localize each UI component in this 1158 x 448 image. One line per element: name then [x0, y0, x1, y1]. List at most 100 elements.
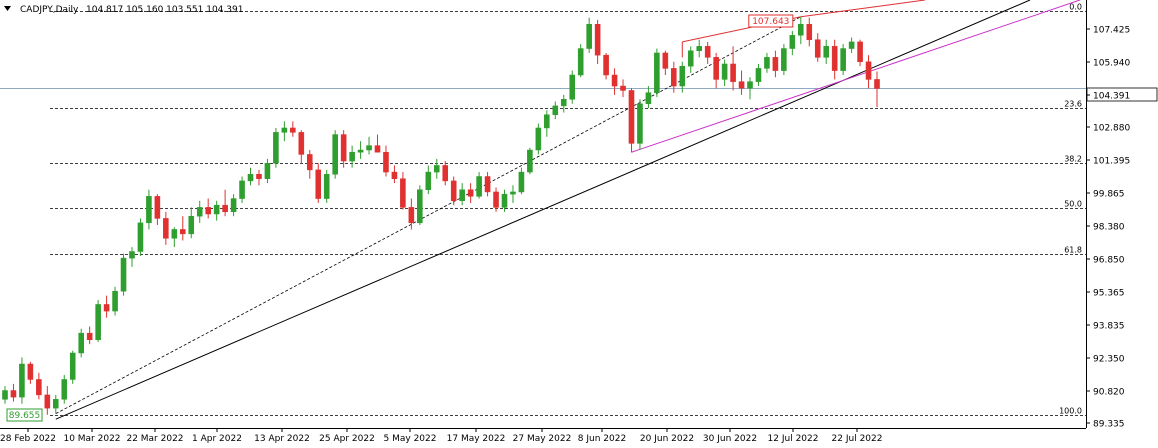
trendlines: 107.643 89.655	[6, 0, 1081, 422]
candle-body	[146, 196, 152, 224]
candle-body	[645, 92, 652, 104]
candle-body	[323, 174, 330, 199]
candle-body	[450, 180, 457, 202]
candle-body	[256, 174, 262, 179]
candle-body	[679, 65, 686, 87]
candle-body	[129, 251, 135, 259]
ohlc-values: 104.817 105.160 103.551 104.391	[86, 5, 243, 15]
candle-body	[594, 24, 601, 56]
y-tick-label: 107.425	[1093, 26, 1130, 36]
y-tick-label: 98.380	[1093, 223, 1125, 233]
candle-body	[19, 363, 25, 398]
y-tick-label: 104.391	[1093, 92, 1130, 102]
candle-body	[840, 48, 846, 71]
candle-body	[171, 229, 178, 239]
candle-body	[857, 41, 863, 63]
candle-body	[687, 50, 694, 67]
x-tick-label: 30 Jun 2022	[703, 434, 757, 444]
candle-body	[391, 171, 398, 179]
candle-body	[865, 61, 872, 80]
x-tick-label: 27 May 2022	[513, 434, 572, 444]
candle-body	[764, 57, 770, 69]
candle-body	[103, 304, 110, 312]
low-label-text: 89.655	[9, 411, 41, 421]
candle-body	[671, 68, 677, 87]
x-tick-label: 20 Jun 2022	[640, 434, 694, 444]
symbol-label: CADJPY,Daily	[20, 5, 79, 15]
candle-body	[755, 68, 762, 82]
candle-body	[239, 180, 245, 199]
candle-body	[366, 145, 372, 151]
y-tick-label: 101.395	[1093, 157, 1130, 167]
candle-body	[247, 174, 254, 182]
low-label-box	[6, 408, 43, 422]
candle-body	[814, 39, 821, 58]
candle-body	[340, 134, 347, 162]
x-tick-label: 12 Jul 2022	[768, 434, 819, 444]
candle-body	[823, 46, 829, 58]
candle-body	[281, 127, 288, 133]
candle-body	[95, 304, 101, 341]
candle-body	[484, 176, 491, 193]
candle-body	[747, 81, 753, 89]
candle-body	[696, 46, 703, 51]
y-tick-label: 102.880	[1093, 124, 1130, 134]
candle-body	[315, 169, 322, 199]
candle-body	[374, 145, 381, 153]
candle-body	[535, 127, 542, 151]
x-tick-label: 17 May 2022	[447, 434, 506, 444]
candle-body	[730, 63, 736, 82]
candle-body	[798, 24, 804, 36]
candle-body	[179, 229, 186, 235]
candle-body	[273, 132, 279, 164]
x-tick-label: 1 Apr 2022	[192, 434, 242, 444]
candle-body	[349, 151, 355, 162]
candle-body	[86, 332, 93, 341]
candle-body	[290, 127, 296, 133]
y-tick-label: 105.940	[1093, 59, 1130, 69]
candle-body	[654, 52, 660, 93]
candle-body	[61, 379, 68, 400]
candle-body	[493, 191, 499, 208]
candle-body	[196, 207, 203, 217]
candle-body	[806, 24, 813, 40]
candle-body	[205, 207, 211, 215]
candle-body	[433, 165, 440, 173]
candle-body	[53, 399, 59, 409]
y-tick-label: 96.850	[1093, 256, 1125, 266]
x-tick-label: 22 Mar 2022	[126, 434, 183, 444]
channel-lower-line	[631, 0, 1081, 153]
candle-body	[36, 379, 42, 396]
x-tick-label: 5 May 2022	[384, 434, 437, 444]
candle-body	[510, 191, 516, 195]
candle-body	[10, 390, 17, 398]
candle-body	[569, 74, 576, 100]
candle-body	[577, 48, 584, 76]
candle-body	[527, 149, 533, 173]
candle-body	[408, 207, 415, 224]
high-label-text: 107.643	[752, 17, 789, 27]
y-tick-label: 93.835	[1093, 322, 1125, 332]
candles	[2, 16, 880, 415]
fib-label: 100.0	[1059, 407, 1082, 416]
fib-label: 0.0	[1069, 3, 1082, 12]
candle-body	[544, 114, 550, 129]
dropdown-triangle-icon[interactable]	[4, 6, 11, 11]
candle-body	[213, 204, 220, 215]
high-label-box	[748, 14, 794, 28]
candle-body	[713, 57, 719, 80]
candle-body	[704, 46, 711, 58]
candle-body	[518, 171, 525, 193]
candle-body	[611, 74, 618, 87]
candle-body	[620, 85, 626, 91]
fib-label: 50.0	[1064, 200, 1082, 209]
candle-body	[154, 196, 161, 219]
candle-body	[459, 189, 465, 202]
candle-body	[357, 149, 364, 153]
candle-body	[400, 178, 406, 208]
candle-body	[560, 99, 567, 107]
candle-body	[501, 193, 508, 208]
candle-body	[69, 352, 76, 380]
